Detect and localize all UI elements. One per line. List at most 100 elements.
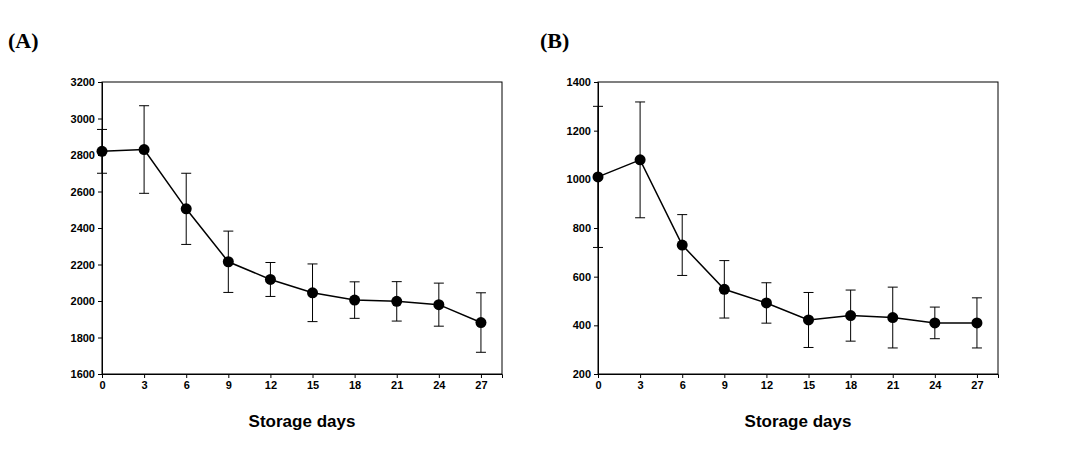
panel: 0369121518212427200400600800100012001400…	[540, 28, 999, 431]
error-bar-cap	[804, 347, 814, 348]
error-bar	[888, 287, 898, 348]
plot-area	[593, 102, 983, 348]
error-bar	[476, 293, 486, 352]
error-bar	[434, 283, 444, 326]
y-tick-mark	[98, 338, 102, 339]
x-tick-label: 9	[722, 379, 728, 391]
y-tick-label: 1800	[71, 332, 95, 344]
y-tick-label: 1200	[567, 125, 591, 137]
data-line	[598, 160, 977, 323]
error-bar	[972, 298, 982, 348]
error-bar	[719, 261, 729, 318]
x-tick-label: 15	[307, 379, 319, 391]
y-tick: 2400	[71, 222, 102, 234]
x-tick-label: 12	[761, 379, 773, 391]
error-bar	[97, 129, 107, 173]
x-tick: 27	[475, 374, 487, 391]
error-bar	[677, 215, 687, 276]
x-tick-label: 15	[803, 379, 815, 391]
x-tick-mark	[766, 374, 767, 378]
error-bar-cap	[139, 105, 149, 106]
x-tick: 21	[391, 374, 403, 391]
y-tick: 3000	[71, 113, 102, 125]
y-tick: 400	[573, 319, 598, 331]
error-bar-cap	[265, 296, 275, 297]
y-tick-mark	[98, 301, 102, 302]
data-point	[887, 312, 898, 323]
data-point	[223, 256, 234, 267]
x-tick-mark	[977, 374, 978, 378]
error-bar-cap	[308, 321, 318, 322]
x-tick-label: 27	[971, 379, 983, 391]
x-axis-title: Storage days	[745, 412, 852, 431]
data-point	[677, 240, 688, 251]
data-point	[265, 274, 276, 285]
y-tick: 2000	[71, 295, 102, 307]
x-tick: 18	[349, 374, 361, 391]
y-tick: 800	[573, 222, 598, 234]
data-point	[971, 317, 982, 328]
y-tick-mark	[98, 265, 102, 266]
x-tick: 27	[971, 374, 983, 391]
x-tick: 21	[887, 374, 899, 391]
x-tick-mark	[397, 374, 398, 378]
x-tick-mark	[640, 374, 641, 378]
data-point	[181, 203, 192, 214]
y-axis-line	[594, 83, 599, 375]
y-tick: 2200	[71, 259, 102, 271]
x-tick: 6	[680, 374, 686, 391]
x-tick-label: 12	[265, 379, 277, 391]
y-tick: 3200	[71, 76, 102, 88]
error-bar-cap	[972, 347, 982, 348]
error-bar-cap	[930, 338, 940, 339]
error-bar-cap	[635, 217, 645, 218]
data-point	[845, 310, 856, 321]
x-tick-mark	[228, 374, 229, 378]
x-tick-mark	[935, 374, 936, 378]
error-bar-cap	[97, 129, 107, 130]
error-bar-cap	[677, 275, 687, 276]
error-bar-cap	[888, 347, 898, 348]
error-bar-cap	[392, 281, 402, 282]
y-tick-mark	[594, 131, 598, 132]
error-bar-cap	[181, 244, 191, 245]
error-bar-cap	[593, 106, 603, 107]
y-tick-mark	[594, 374, 598, 375]
error-bar-cap	[223, 231, 233, 232]
error-bar	[761, 283, 771, 323]
x-tick: 0	[595, 374, 601, 391]
y-tick-label: 600	[573, 271, 591, 283]
x-tick-label: 0	[595, 379, 601, 391]
x-tick: 24	[433, 374, 446, 391]
y-tick-label: 2800	[71, 149, 95, 161]
error-bar	[635, 102, 645, 218]
error-bar	[846, 290, 856, 341]
error-bar	[930, 307, 940, 339]
x-tick-mark	[270, 374, 271, 378]
figure: 0369121518212427160018002000220024002600…	[0, 0, 1076, 450]
x-tick-mark	[481, 374, 482, 378]
y-tick-mark	[594, 228, 598, 229]
y-tick: 1800	[71, 332, 102, 344]
x-tick-mark	[724, 374, 725, 378]
x-tick: 18	[845, 374, 857, 391]
y-tick: 600	[573, 271, 598, 283]
data-point	[803, 314, 814, 325]
x-tick-label: 6	[184, 379, 190, 391]
x-tick: 24	[929, 374, 942, 391]
error-bar-cap	[350, 318, 360, 319]
x-tick: 6	[184, 374, 190, 391]
x-tick-label: 9	[226, 379, 232, 391]
error-bar-cap	[476, 292, 486, 293]
y-tick-label: 400	[573, 319, 591, 331]
y-axis-line	[98, 83, 103, 375]
x-tick: 12	[761, 374, 773, 391]
y-tick-label: 2600	[71, 186, 95, 198]
error-bar	[181, 173, 191, 244]
error-bar-cap	[719, 318, 729, 319]
error-bar	[308, 264, 318, 322]
x-axis-title: Storage days	[249, 412, 356, 431]
error-bar-cap	[265, 262, 275, 263]
x-axis-line	[599, 375, 999, 379]
error-bar-cap	[97, 173, 107, 174]
